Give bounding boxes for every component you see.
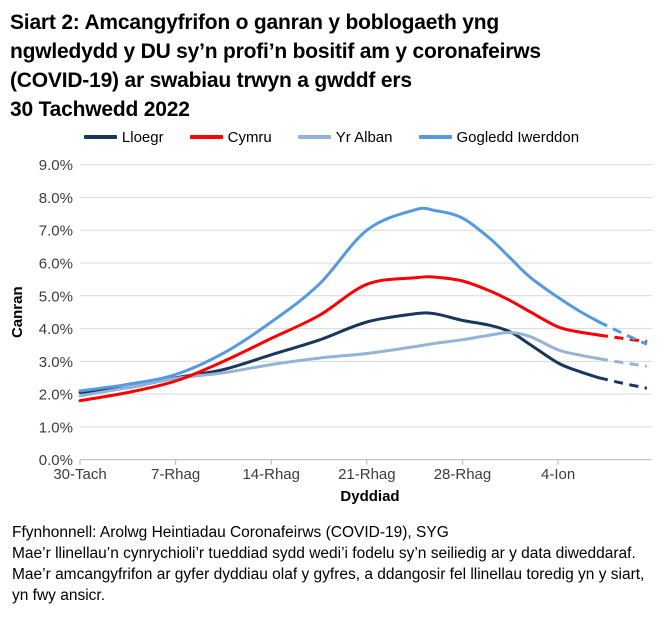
note-line-1: Mae’r llinellau’n cynrychioli’r tueddiad… <box>12 545 636 562</box>
legend-item-gogledd-iwerddon: Gogledd Iwerddon <box>418 128 580 146</box>
legend-label: Gogledd Iwerddon <box>456 128 580 146</box>
y-tick-label: 3.0% <box>39 354 73 371</box>
chart-svg: 0.0% 1.0% 2.0% 3.0% 4.0% 5.0% 6.0% 7.0% 8.0% 9.0%… <box>9 157 652 505</box>
x-tick-label: 21-Rhag <box>338 466 396 483</box>
legend-item-yr-alban: Yr Alban <box>297 128 393 146</box>
y-axis-label: Canran <box>9 286 26 338</box>
series-line-dashed-yr-alban <box>598 357 648 368</box>
x-tick-label: 7-Rhag <box>151 466 200 483</box>
legend-line-swatch-icon <box>189 135 223 139</box>
y-tick-label: 7.0% <box>39 223 73 240</box>
source-line: Ffynhonnell: Arolwg Heintiadau Coronafei… <box>12 524 449 541</box>
series-line-dashed-lloegr <box>598 376 648 390</box>
page-root: { "title_lines": [ "Siart 2: Amcangyfrif… <box>0 8 663 627</box>
legend-line-swatch-icon <box>297 135 331 139</box>
legend-item-cymru: Cymru <box>189 128 272 146</box>
legend-line-swatch-icon <box>418 135 452 139</box>
y-tick-label: 0.0% <box>39 452 73 469</box>
series-line-yr-alban <box>78 330 601 398</box>
chart-legend: Lloegr Cymru Yr Alban Gogledd Iwerddon <box>0 127 663 147</box>
series-line-cymru <box>78 275 601 403</box>
note-line-2: Mae’r amcangyfrifon ar gyfer dyddiau ola… <box>12 566 645 604</box>
legend-label: Yr Alban <box>335 128 393 146</box>
series-line-lloegr <box>78 311 601 394</box>
x-tick-label: 28-Rhag <box>434 466 492 483</box>
legend-label: Cymru <box>227 128 272 146</box>
y-tick-label: 8.0% <box>39 190 73 207</box>
y-tick-label: 4.0% <box>39 321 73 338</box>
legend-label: Lloegr <box>121 128 164 146</box>
series-line-dashed-cymru <box>598 333 648 344</box>
series-line-gogledd-iwerddon <box>78 206 601 393</box>
series-line-dashed-gogledd-iwerddon <box>598 320 648 346</box>
y-tick-label: 2.0% <box>39 387 73 404</box>
y-tick-label: 1.0% <box>39 419 73 436</box>
chart-footnotes: Ffynhonnell: Arolwg Heintiadau Coronafei… <box>12 522 651 606</box>
x-tick-label: 4-Ion <box>541 466 575 483</box>
legend-line-swatch-icon <box>83 135 117 139</box>
chart-title: Siart 2: Amcangyfrifon o ganran y boblog… <box>10 11 541 121</box>
y-tick-label: 6.0% <box>39 256 73 273</box>
legend-item-lloegr: Lloegr <box>83 128 164 146</box>
x-axis-label: Dyddiad <box>340 488 399 505</box>
x-tick-label: 14-Rhag <box>242 466 300 483</box>
y-tick-label: 9.0% <box>39 157 73 174</box>
x-tick-label: 30-Tach <box>53 466 106 483</box>
y-tick-label: 5.0% <box>39 288 73 305</box>
